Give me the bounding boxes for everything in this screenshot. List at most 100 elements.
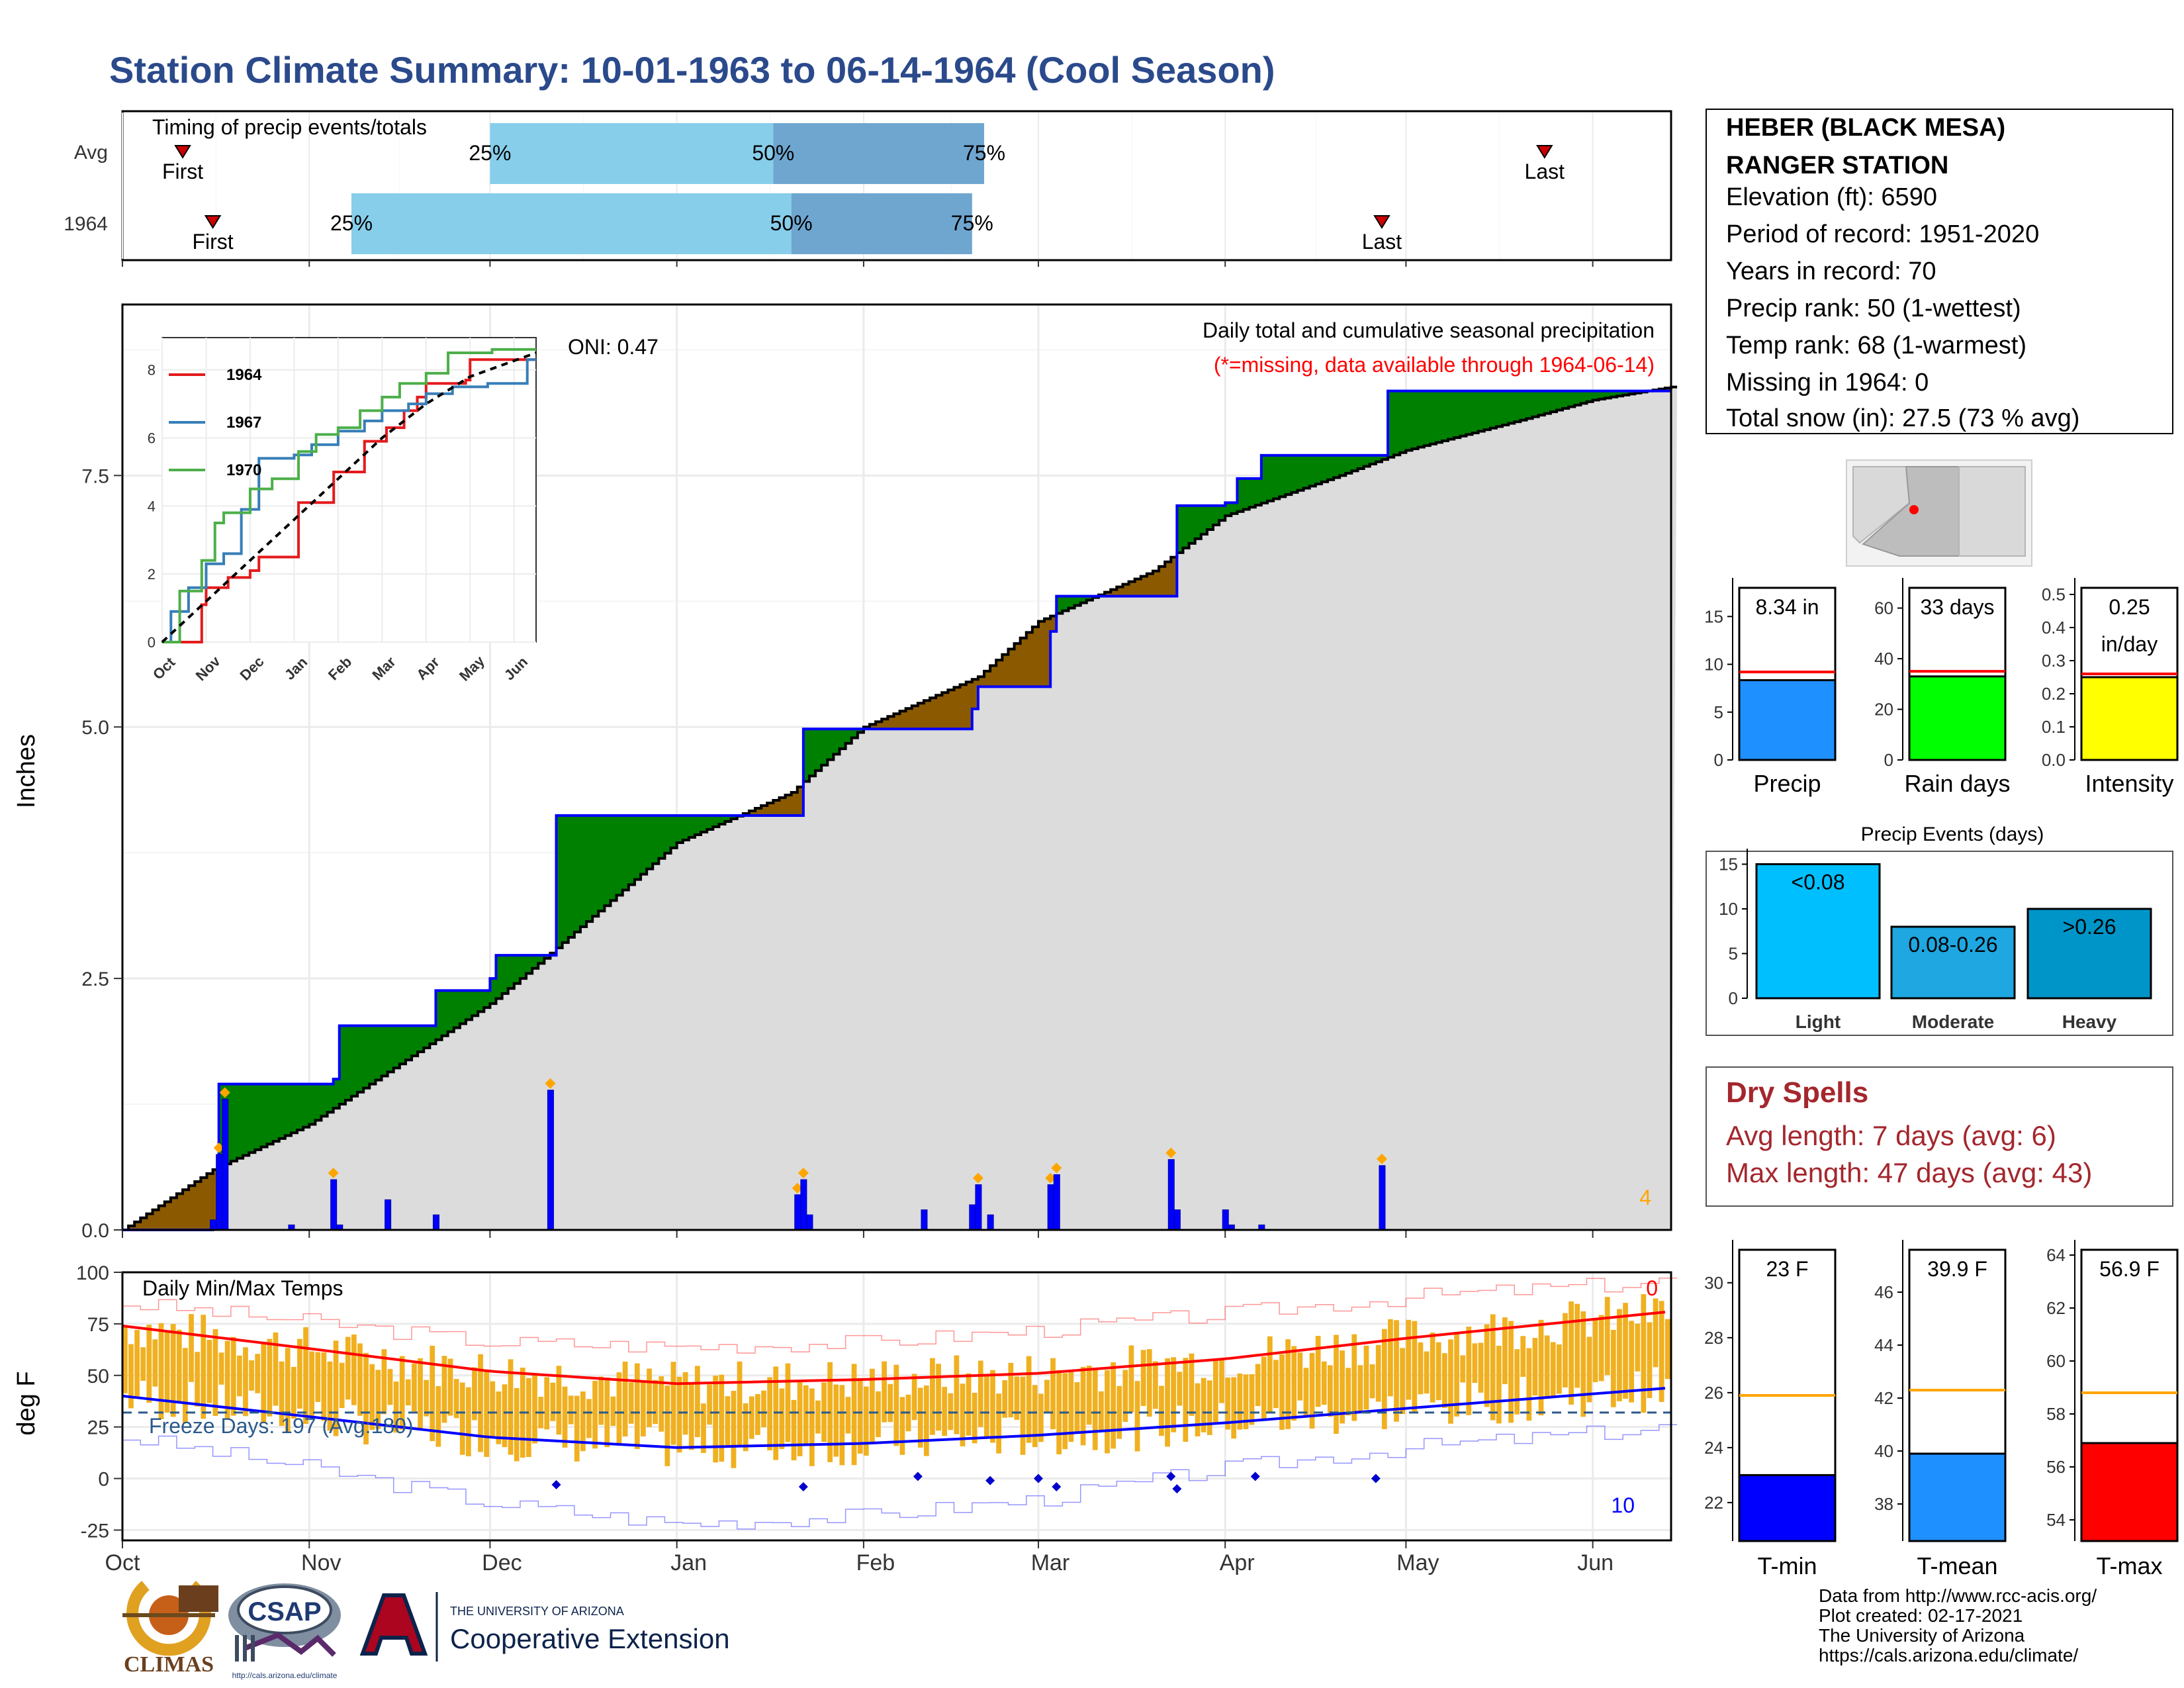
- temp-bar-label: T-mean: [1917, 1552, 1997, 1579]
- daily-temp-bar: [345, 1336, 351, 1400]
- daily-temp-bar: [201, 1315, 206, 1419]
- daily-temp-bar: [731, 1391, 737, 1468]
- daily-temp-bar: [634, 1363, 640, 1450]
- daily-temp-bar: [1418, 1342, 1424, 1395]
- timing-label-25: 25%: [469, 141, 511, 165]
- daily-temp-bar: [206, 1340, 212, 1403]
- above-average-fill: [1569, 391, 1575, 407]
- above-average-fill: [1490, 391, 1497, 428]
- daily-temp-bar: [1321, 1361, 1327, 1405]
- daily-temp-bar: [357, 1343, 363, 1416]
- summary-y-tick-label: 20: [1874, 700, 1893, 720]
- above-average-fill: [1514, 391, 1521, 422]
- timing-row-avg-label: Avg: [74, 142, 108, 164]
- daily-temp-bar: [833, 1384, 839, 1457]
- daily-temp-bar: [1243, 1374, 1249, 1430]
- above-average-fill: [628, 815, 635, 885]
- above-average-fill: [556, 815, 563, 948]
- daily-temp-bar: [737, 1361, 743, 1446]
- above-average-fill: [1375, 455, 1383, 462]
- above-average-fill: [1237, 478, 1244, 512]
- below-average-fill: [785, 794, 792, 816]
- above-average-fill: [249, 1084, 255, 1153]
- below-average-fill: [183, 1190, 189, 1230]
- temp-series: [122, 1278, 1678, 1530]
- daily-temp-bar: [1146, 1349, 1152, 1417]
- daily-temp-bar: [339, 1362, 345, 1408]
- dry-spells-box: Dry Spells Avg length: 7 days (avg: 6) M…: [1706, 1066, 2173, 1207]
- daily-temp-bar: [1412, 1321, 1418, 1412]
- above-average-fill: [490, 978, 497, 1004]
- ua-big-text: Cooperative Extension: [450, 1623, 730, 1654]
- temp-bar-y-tick-label: 26: [1704, 1383, 1723, 1403]
- record-low-marker: [1172, 1484, 1182, 1494]
- below-average-fill: [936, 695, 942, 729]
- footer-university: The University of Arizona: [1819, 1625, 2025, 1646]
- record-precip-marker: [972, 1172, 983, 1184]
- daily-precip-bar: [969, 1204, 976, 1231]
- below-average-fill: [960, 684, 967, 729]
- above-average-fill: [1478, 391, 1485, 432]
- daily-temp-bar: [1557, 1344, 1562, 1394]
- below-average-fill: [1116, 586, 1124, 596]
- above-average-fill: [472, 990, 478, 1016]
- summary-value-label: 0.25: [2109, 595, 2150, 619]
- above-average-fill: [303, 1084, 310, 1127]
- daily-temp-bar: [1598, 1315, 1604, 1382]
- station-info-box: HEBER (BLACK MESA) RANGER STATION Elevat…: [1706, 109, 2173, 434]
- below-average-fill: [942, 692, 948, 729]
- above-average-fill: [1466, 391, 1473, 435]
- above-average-fill: [803, 729, 810, 782]
- above-average-fill: [682, 815, 690, 840]
- daily-temp-bar: [1448, 1339, 1453, 1424]
- above-average-fill: [845, 729, 852, 743]
- above-average-fill: [707, 815, 713, 829]
- below-average-fill: [767, 802, 774, 816]
- inset-legend-label: 1964: [226, 366, 262, 384]
- below-average-fill: [755, 808, 762, 816]
- daily-temp-bar: [1201, 1378, 1206, 1432]
- above-average-fill: [351, 1025, 358, 1096]
- above-average-fill: [592, 815, 599, 917]
- below-average-fill: [1008, 649, 1015, 687]
- below-average-fill: [978, 677, 985, 687]
- university-of-arizona-logo: THE UNIVERSITY OF ARIZONA Cooperative Ex…: [359, 1592, 730, 1662]
- daily-temp-bar: [1538, 1319, 1544, 1416]
- daily-temp-bar: [743, 1403, 749, 1452]
- daily-temp-bar: [152, 1339, 158, 1387]
- summary-bar-label: Intensity: [2085, 770, 2173, 797]
- daily-temp-bar: [641, 1381, 646, 1436]
- daily-temp-bar: [1285, 1339, 1291, 1429]
- daily-temp-bar: [701, 1403, 706, 1453]
- above-average-fill: [694, 815, 702, 835]
- above-average-fill: [1309, 455, 1316, 487]
- daily-temp-bar: [713, 1376, 719, 1463]
- daily-temp-bar: [1165, 1358, 1170, 1447]
- daily-temp-bar: [942, 1387, 948, 1436]
- precip-events-title: Precip Events (days): [1861, 823, 2044, 845]
- above-average-fill: [1195, 505, 1202, 539]
- daily-temp-bar: [1580, 1311, 1586, 1417]
- precip-count-label: 4: [1639, 1186, 1651, 1209]
- below-average-fill: [899, 711, 907, 729]
- station-snow: Total snow (in): 27.5 (73 % avg): [1726, 404, 2079, 432]
- above-average-fill: [713, 815, 720, 827]
- summary-y-tick-label: 0.0: [2042, 750, 2066, 770]
- above-average-fill: [616, 815, 623, 896]
- dry-spells-max: Max length: 47 days (avg: 43): [1726, 1157, 2092, 1188]
- timing-first-marker: [174, 145, 191, 159]
- below-average-fill: [893, 714, 901, 729]
- above-average-fill: [297, 1084, 304, 1130]
- timing-bar-25-50: [351, 193, 792, 254]
- observed-cumulative-line: [122, 389, 1671, 1231]
- daily-temp-bar: [676, 1376, 682, 1453]
- footer-credits: Data from http://www.rcc-acis.org/ Plot …: [1819, 1585, 2097, 1665]
- above-average-fill: [291, 1084, 298, 1133]
- precip-y-tick-label: 7.5: [81, 465, 109, 487]
- daily-temp-bar: [1544, 1335, 1550, 1399]
- record-low-marker: [1371, 1474, 1381, 1483]
- daily-temp-bar: [1586, 1336, 1592, 1403]
- above-average-fill: [243, 1084, 250, 1156]
- temp-y-tick-label: 0: [98, 1469, 109, 1491]
- below-average-fill: [972, 679, 979, 709]
